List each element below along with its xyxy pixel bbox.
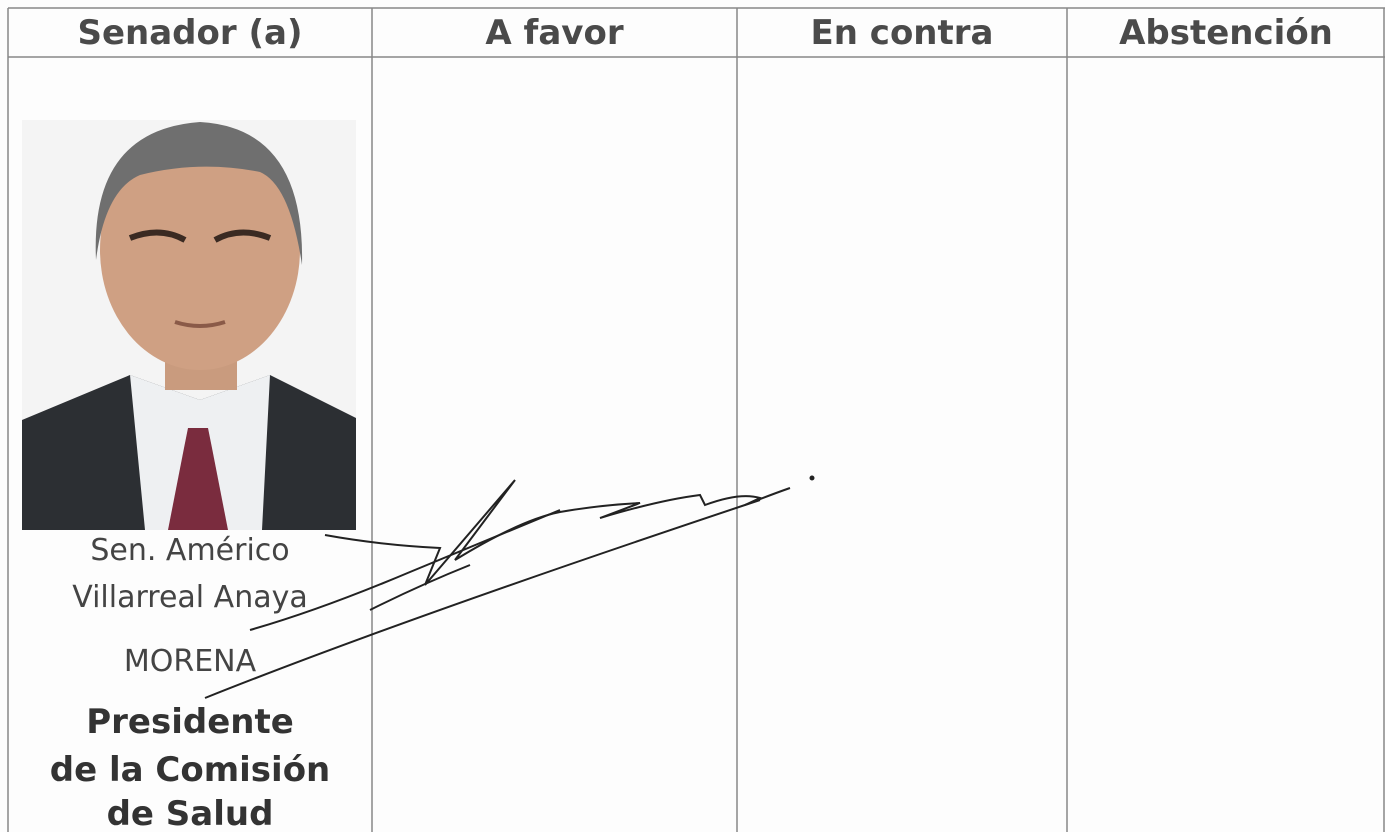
senator-party: MORENA: [123, 644, 257, 679]
column-header: A favor: [485, 13, 624, 53]
senator-name: Villarreal Anaya: [72, 580, 308, 615]
senator-photo: [22, 120, 356, 530]
column-header: Senador (a): [77, 13, 303, 53]
signature: [204, 475, 815, 699]
senator-role: de Salud: [106, 794, 274, 832]
senator-name: Sen. Américo: [90, 533, 290, 568]
column-header: En contra: [810, 13, 994, 53]
senator-role: de la Comisión: [49, 750, 331, 790]
column-header: Abstención: [1119, 13, 1333, 53]
senator-role: Presidente: [86, 702, 294, 742]
